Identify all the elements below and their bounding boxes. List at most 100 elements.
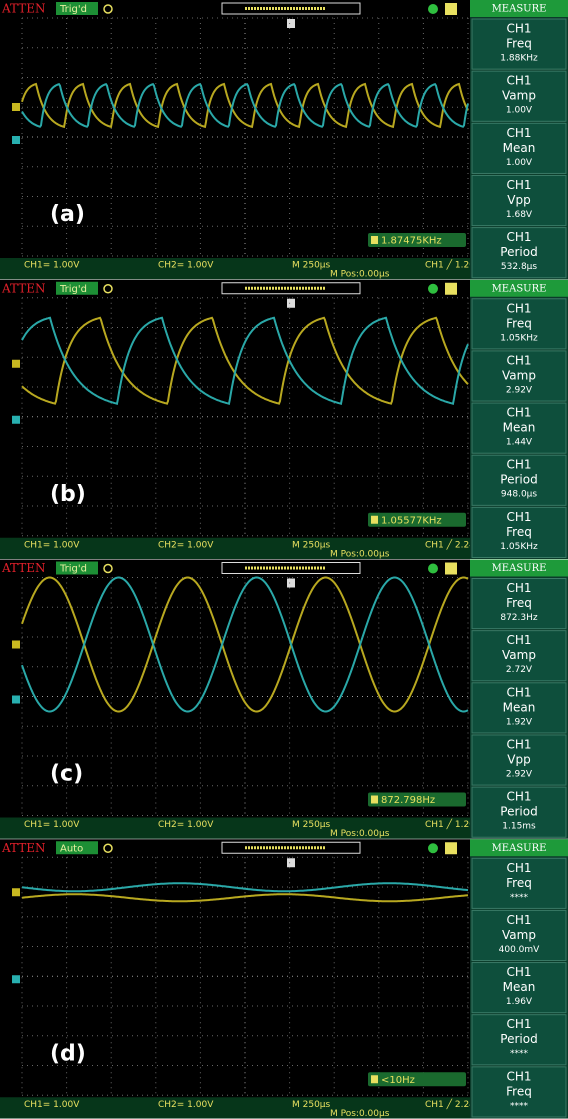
measure-channel: CH1 xyxy=(506,178,531,192)
status-position: M Pos:0.00μs xyxy=(330,829,390,839)
measure-name: Vamp xyxy=(502,648,536,662)
counter-icon xyxy=(371,516,378,524)
ch2-level-marker xyxy=(12,696,20,704)
run-icon xyxy=(428,843,438,853)
measure-value: 948.0μs xyxy=(501,490,537,500)
status-ch2: CH2= 1.00V xyxy=(158,540,214,550)
panel-label: (c) xyxy=(50,762,83,787)
oscilloscope-figure: ATTENTrig'd(a)1.87475KHzCH1= 1.00VCH2= 1… xyxy=(0,0,568,1119)
status-timebase: M 250μs xyxy=(292,1100,331,1110)
status-ch1: CH1= 1.00V xyxy=(24,1100,80,1110)
status-position: M Pos:0.00μs xyxy=(330,1109,390,1119)
measure-name: Freq xyxy=(506,1084,532,1098)
measure-channel: CH1 xyxy=(506,633,531,647)
trigger-marker xyxy=(287,19,295,28)
trigger-marker xyxy=(287,579,295,588)
counter-value: 1.05577KHz xyxy=(381,515,442,526)
measure-name: Vamp xyxy=(502,928,536,942)
trigger-marker xyxy=(287,858,295,867)
save-icon xyxy=(445,3,457,15)
measure-value: 1.92V xyxy=(506,717,533,727)
measure-value: 1.00V xyxy=(506,106,533,116)
measure-name: Mean xyxy=(503,141,536,155)
trigger-state: Auto xyxy=(60,843,83,854)
measure-value: 2.92V xyxy=(506,769,533,779)
measure-name: Freq xyxy=(506,525,532,539)
trigger-state: Trig'd xyxy=(59,284,87,295)
brand: ATTEN xyxy=(1,841,46,855)
measure-name: Mean xyxy=(503,421,536,435)
measure-name: Period xyxy=(500,805,537,819)
measure-name: Vpp xyxy=(507,752,530,766)
status-timebase: M 250μs xyxy=(292,540,331,550)
panel-label: (d) xyxy=(50,1041,86,1066)
measure-channel: CH1 xyxy=(506,74,531,88)
measure-title: MEASURE xyxy=(492,843,547,854)
counter-value: 872.798Hz xyxy=(381,795,435,806)
measure-channel: CH1 xyxy=(506,581,531,595)
measure-value: **** xyxy=(510,1101,529,1111)
ch1-level-marker xyxy=(12,641,20,649)
measure-channel: CH1 xyxy=(506,737,531,751)
measure-value: 1.88KHz xyxy=(500,54,538,64)
panel-label: (b) xyxy=(50,482,86,507)
measure-channel: CH1 xyxy=(506,1017,531,1031)
counter-value: 1.87475KHz xyxy=(381,236,442,247)
ch2-level-marker xyxy=(12,136,20,144)
status-ch1: CH1= 1.00V xyxy=(24,540,80,550)
measure-value: 2.92V xyxy=(506,385,533,395)
measure-name: Period xyxy=(500,1032,537,1046)
measure-value: 2.72V xyxy=(506,665,533,675)
status-timebase: M 250μs xyxy=(292,261,331,271)
measure-value: 1.15ms xyxy=(502,822,536,832)
measure-title: MEASURE xyxy=(492,283,547,294)
measure-channel: CH1 xyxy=(506,353,531,367)
trigger-state: Trig'd xyxy=(59,564,87,575)
status-ch1: CH1= 1.00V xyxy=(24,261,80,271)
measure-name: Vpp xyxy=(507,193,530,207)
measure-name: Freq xyxy=(506,316,532,330)
measure-channel: CH1 xyxy=(506,230,531,244)
measure-name: Freq xyxy=(506,876,532,890)
measure-name: Vamp xyxy=(502,368,536,382)
measure-value: 1.05KHz xyxy=(500,333,538,343)
measure-channel: CH1 xyxy=(506,406,531,420)
brand: ATTEN xyxy=(1,2,46,16)
scope-panel: ATTENTrig'd(b)1.05577KHzCH1= 1.00VCH2= 1… xyxy=(0,280,568,560)
measure-channel: CH1 xyxy=(506,1069,531,1083)
ch2-level-marker xyxy=(12,975,20,983)
trigger-marker xyxy=(287,299,295,308)
measure-title: MEASURE xyxy=(492,4,547,15)
measure-channel: CH1 xyxy=(506,790,531,804)
measure-channel: CH1 xyxy=(506,126,531,140)
status-timebase: M 250μs xyxy=(292,820,331,830)
measure-value: 1.00V xyxy=(506,158,533,168)
measure-value: 1.96V xyxy=(506,997,533,1007)
status-ch2: CH2= 1.00V xyxy=(158,1100,214,1110)
measure-value: 400.0mV xyxy=(499,945,541,955)
measure-channel: CH1 xyxy=(506,510,531,524)
save-icon xyxy=(445,563,457,575)
measure-channel: CH1 xyxy=(506,913,531,927)
run-icon xyxy=(428,284,438,294)
ch1-level-marker xyxy=(12,888,20,896)
measure-value: **** xyxy=(510,893,529,903)
status-position: M Pos:0.00μs xyxy=(330,270,390,280)
counter-icon xyxy=(371,796,378,804)
ch2-level-marker xyxy=(12,416,20,424)
ch1-level-marker xyxy=(12,360,20,368)
measure-value: 532.8μs xyxy=(501,262,537,272)
measure-name: Mean xyxy=(503,700,536,714)
measure-name: Period xyxy=(500,473,537,487)
ch1-level-marker xyxy=(12,103,20,111)
run-icon xyxy=(428,4,438,14)
measure-channel: CH1 xyxy=(506,458,531,472)
measure-value: 1.44V xyxy=(506,438,533,448)
trigger-state: Trig'd xyxy=(59,4,87,15)
counter-icon xyxy=(371,236,378,244)
save-icon xyxy=(445,283,457,295)
measure-channel: CH1 xyxy=(506,685,531,699)
measure-value: 1.05KHz xyxy=(500,542,538,552)
